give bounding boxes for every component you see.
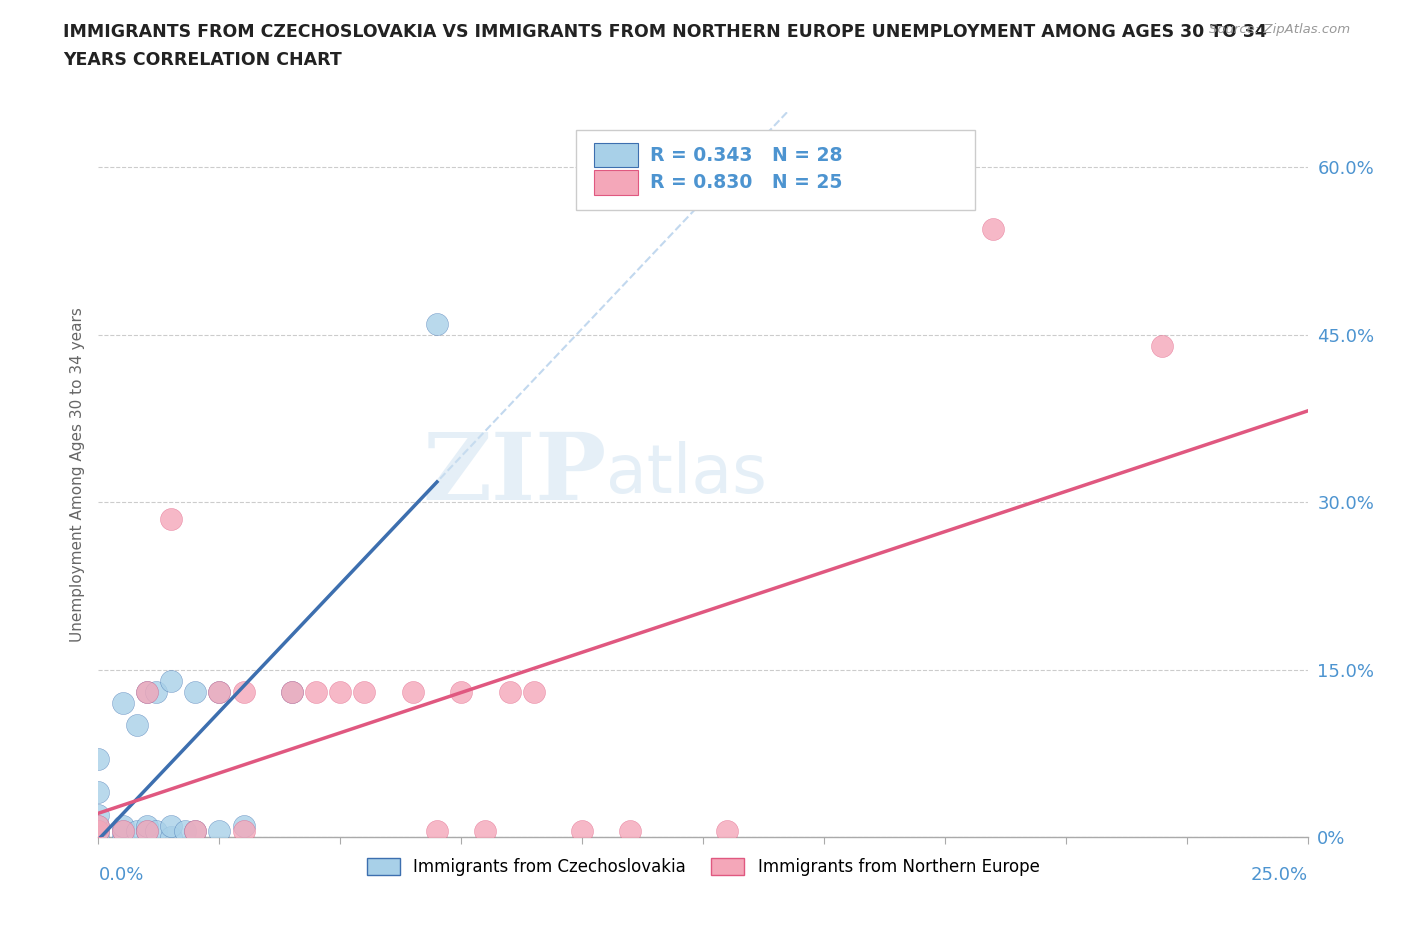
Point [184, 824, 207, 839]
Point [353, 684, 375, 699]
Point [1152, 339, 1174, 353]
Text: 0.0%: 0.0% [98, 866, 143, 884]
Legend: Immigrants from Czechoslovakia, Immigrants from Northern Europe: Immigrants from Czechoslovakia, Immigran… [360, 852, 1046, 883]
Point [135, 824, 157, 839]
Point [111, 830, 134, 844]
Y-axis label: Unemployment Among Ages 30 to 34 years: Unemployment Among Ages 30 to 34 years [69, 307, 84, 642]
Point [208, 684, 231, 699]
Point [716, 824, 738, 839]
Point [87, 818, 110, 833]
Point [111, 696, 134, 711]
Point [135, 684, 157, 699]
Point [160, 512, 183, 526]
Point [232, 824, 254, 839]
Point [111, 818, 134, 833]
Point [450, 684, 472, 699]
Point [498, 684, 520, 699]
Point [184, 684, 207, 699]
Point [87, 824, 110, 839]
Text: R = 0.343   N = 28: R = 0.343 N = 28 [650, 146, 842, 165]
Point [232, 818, 254, 833]
Text: IMMIGRANTS FROM CZECHOSLOVAKIA VS IMMIGRANTS FROM NORTHERN EUROPE UNEMPLOYMENT A: IMMIGRANTS FROM CZECHOSLOVAKIA VS IMMIGR… [63, 23, 1267, 41]
Point [160, 830, 183, 844]
Point [329, 684, 352, 699]
FancyBboxPatch shape [595, 170, 638, 195]
Point [87, 785, 110, 800]
Point [87, 807, 110, 822]
Point [281, 684, 304, 699]
Text: Source: ZipAtlas.com: Source: ZipAtlas.com [1209, 23, 1350, 36]
Text: YEARS CORRELATION CHART: YEARS CORRELATION CHART [63, 51, 342, 69]
Point [281, 684, 304, 699]
Point [135, 818, 157, 833]
Point [111, 824, 134, 839]
Point [474, 824, 496, 839]
Point [174, 824, 197, 839]
Point [619, 824, 641, 839]
Point [232, 684, 254, 699]
Point [111, 824, 134, 839]
Point [523, 684, 546, 699]
Point [426, 824, 449, 839]
Point [127, 824, 149, 839]
Point [160, 818, 183, 833]
Point [160, 673, 183, 688]
Point [402, 684, 425, 699]
Point [571, 824, 593, 839]
Text: R = 0.830   N = 25: R = 0.830 N = 25 [650, 173, 842, 193]
Point [87, 824, 110, 839]
FancyBboxPatch shape [595, 143, 638, 167]
FancyBboxPatch shape [576, 130, 976, 209]
Point [305, 684, 328, 699]
Point [208, 684, 231, 699]
Point [127, 718, 149, 733]
Point [135, 684, 157, 699]
Point [145, 684, 167, 699]
Text: atlas: atlas [606, 442, 768, 507]
Text: 25.0%: 25.0% [1250, 866, 1308, 884]
Point [426, 316, 449, 331]
Point [87, 830, 110, 844]
Point [87, 751, 110, 766]
Point [145, 824, 167, 839]
Point [87, 818, 110, 833]
Point [184, 824, 207, 839]
Point [981, 221, 1004, 236]
Text: ZIP: ZIP [422, 430, 606, 519]
Point [135, 824, 157, 839]
Point [208, 824, 231, 839]
